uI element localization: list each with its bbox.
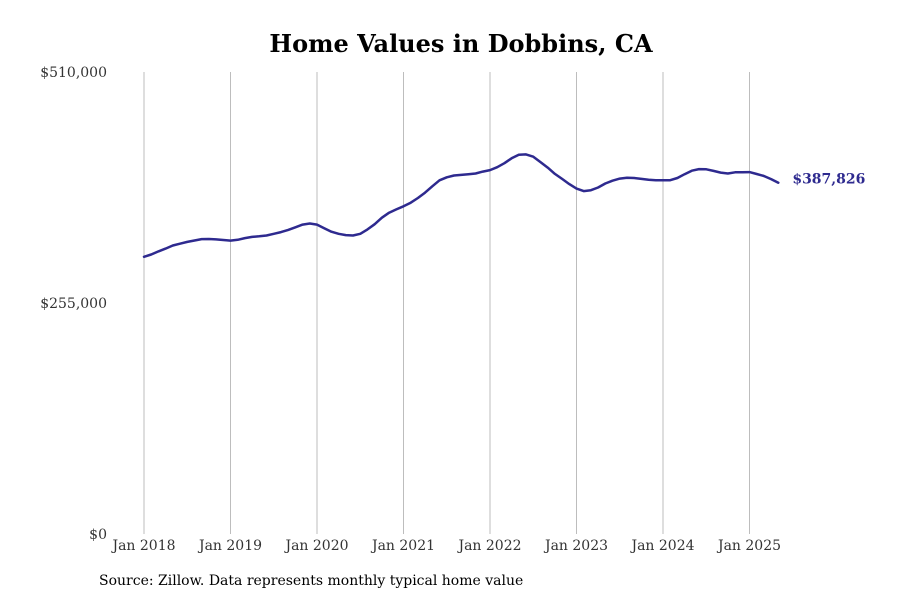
- series-line: [142, 153, 780, 259]
- y-tick-label: $510,000: [40, 65, 107, 81]
- y-tick-label: $255,000: [40, 296, 107, 312]
- y-axis-ticks: $510,000 $255,000 $0: [40, 65, 107, 543]
- x-tick-label: Jan 2023: [543, 538, 608, 554]
- source-note: Source: Zillow. Data represents monthly …: [99, 573, 524, 589]
- x-tick-label: Jan 2022: [456, 538, 521, 554]
- x-tick-label: Jan 2025: [716, 538, 781, 554]
- x-tick-label: Jan 2021: [370, 538, 435, 554]
- chart-title: Home Values in Dobbins, CA: [269, 29, 653, 58]
- x-tick-label: Jan 2020: [283, 538, 348, 554]
- gridlines: [143, 72, 750, 534]
- x-tick-label: Jan 2018: [110, 538, 175, 554]
- x-tick-label: Jan 2024: [629, 538, 694, 554]
- y-tick-label: $0: [89, 527, 107, 543]
- x-axis-ticks: Jan 2018 Jan 2019 Jan 2020 Jan 2021 Jan 2022…: [110, 538, 781, 554]
- end-value-label: $387,826: [792, 172, 865, 188]
- x-tick-label: Jan 2019: [197, 538, 262, 554]
